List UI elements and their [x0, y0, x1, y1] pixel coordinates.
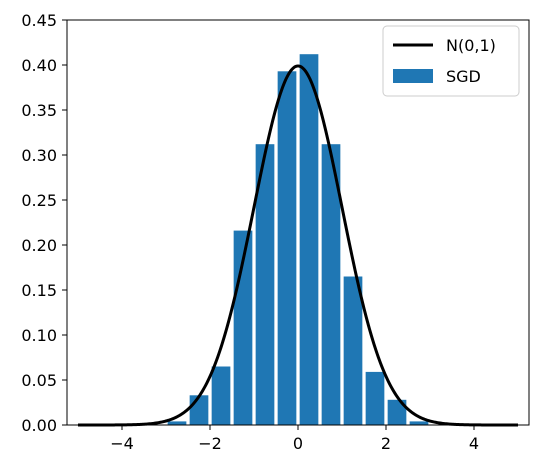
histogram-bar — [211, 366, 231, 425]
x-tick-label: 2 — [381, 434, 391, 453]
histogram-bar — [321, 144, 341, 425]
histogram-bar — [409, 421, 429, 425]
y-tick-label: 0.00 — [21, 416, 57, 435]
histogram-bar — [343, 276, 363, 425]
histogram-bar — [189, 395, 209, 425]
histogram-bar — [299, 54, 319, 425]
histogram-bar — [167, 421, 187, 425]
histogram-bar — [255, 144, 275, 425]
legend: N(0,1) SGD — [382, 25, 520, 97]
y-tick-label: 0.25 — [21, 191, 57, 210]
y-tick-label: 0.20 — [21, 236, 57, 255]
histogram-bar — [277, 71, 297, 426]
normal-curve-line — [78, 64, 518, 427]
x-tick-label: 4 — [469, 434, 479, 453]
y-tick-label: 0.15 — [21, 281, 57, 300]
legend-label-sgd: SGD — [446, 67, 481, 86]
legend-bar-swatch — [393, 69, 433, 83]
x-tick-label: −4 — [110, 434, 134, 453]
histogram-bar — [387, 399, 407, 425]
histogram-bar — [365, 371, 385, 425]
x-tick-label: 0 — [293, 434, 303, 453]
y-tick-label: 0.45 — [21, 11, 57, 30]
x-tick-label: −2 — [198, 434, 222, 453]
y-tick-label: 0.35 — [21, 101, 57, 120]
y-tick-label: 0.30 — [21, 146, 57, 165]
y-tick-label: 0.05 — [21, 371, 57, 390]
legend-label-normal: N(0,1) — [446, 36, 496, 55]
y-tick-label: 0.10 — [21, 326, 57, 345]
axes-group: −4 −2 0 2 4 0.00 0.05 0.10 0.15 0.20 0.25 0.30 0.35 0… — [21, 11, 530, 453]
y-tick-label: 0.40 — [21, 56, 57, 75]
bars-group — [167, 54, 429, 426]
